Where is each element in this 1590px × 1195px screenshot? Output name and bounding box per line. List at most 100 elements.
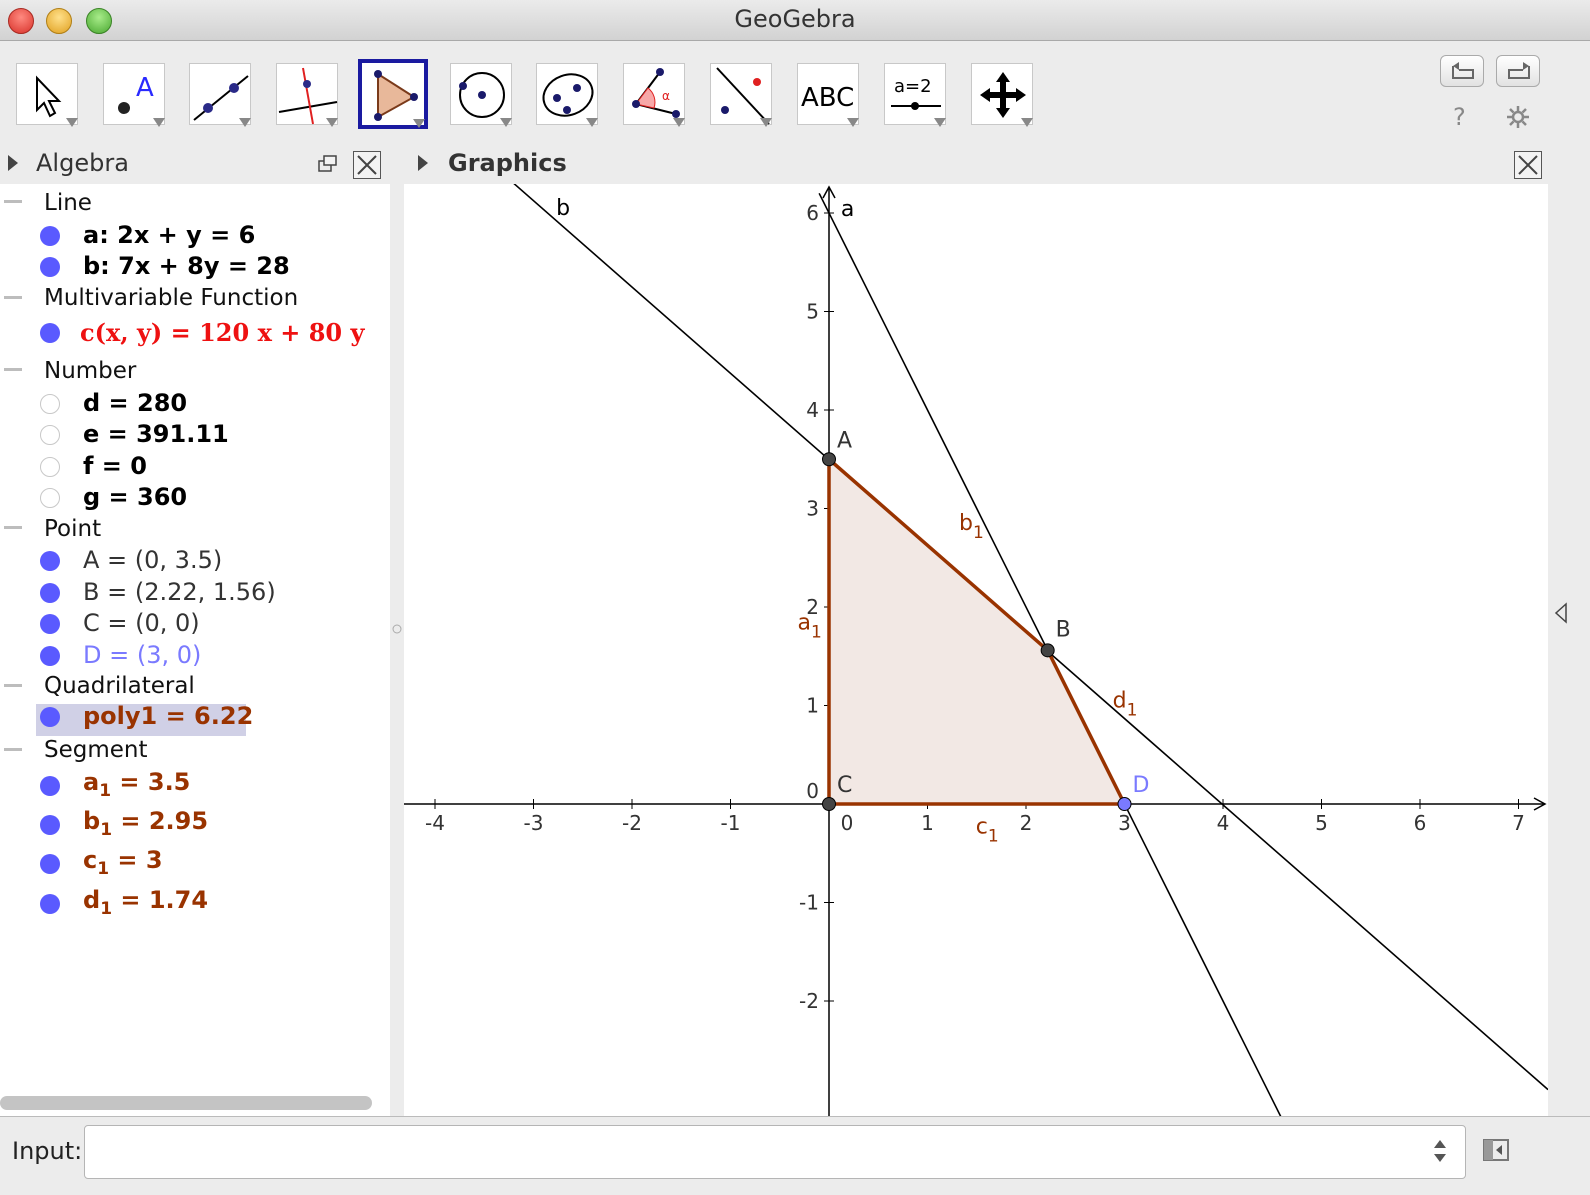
graphics-panel-toggle-icon[interactable] [418,155,428,171]
algebra-item-point-b[interactable]: B = (2.22, 1.56) [0,578,390,608]
visibility-toggle-icon[interactable] [40,815,60,835]
angle-tool-button[interactable]: α [623,63,685,127]
collapse-icon[interactable] [4,368,22,371]
algebra-item-point-c[interactable]: C = (0, 0) [0,609,390,639]
move-graphics-tool-button[interactable] [971,63,1033,127]
collapse-icon[interactable] [4,296,22,299]
visibility-toggle-icon[interactable] [40,488,60,508]
algebra-item-number-d[interactable]: d = 280 [0,389,390,419]
conic-tool-button[interactable] [536,63,598,127]
visibility-toggle-icon[interactable] [40,257,60,277]
algebra-item-text: d1 = 1.74 [83,886,209,919]
visibility-toggle-icon[interactable] [40,583,60,603]
reflect-tool-button[interactable] [710,63,772,127]
algebra-item-point-a[interactable]: A = (0, 3.5) [0,546,390,576]
y-tick-label: 1 [806,694,819,718]
y-axis-arrow-icon [822,185,836,199]
visibility-toggle-icon[interactable] [40,707,60,727]
visibility-toggle-icon[interactable] [40,854,60,874]
window-title: GeoGebra [734,5,856,33]
algebra-item-segment-a1[interactable]: a1 = 3.5 [0,768,390,804]
point-tool-button[interactable]: A [103,63,165,127]
point-D[interactable] [1117,797,1132,811]
close-window-button[interactable] [8,8,34,34]
graphics-view[interactable]: -4 -3 -2 -1 0 1 2 3 4 5 6 7 -2 -1 0 1 2 3 4 5 6 a b a1 b1 c… [404,184,1548,1116]
svg-text:ABC: ABC [801,83,854,113]
x-tick-label: 4 [1217,811,1230,835]
visibility-toggle-icon[interactable] [40,894,60,914]
line-through-points-icon [193,75,249,121]
perpendicular-line-tool-button[interactable] [276,63,338,127]
redo-button[interactable] [1496,55,1540,87]
tool-menu-arrow-icon [500,118,512,127]
settings-gear-icon[interactable] [1506,105,1530,135]
text-tool-button[interactable]: ABC [797,63,859,127]
algebra-item-segment-b1[interactable]: b1 = 2.95 [0,807,390,843]
visibility-toggle-icon[interactable] [40,394,60,414]
tool-menu-arrow-icon [847,118,859,127]
minimize-window-button[interactable] [46,8,72,34]
title-bar: GeoGebra [0,0,1590,41]
panel-divider[interactable] [390,143,404,1116]
line-tool-button[interactable] [189,63,251,127]
tool-menu-arrow-icon [153,118,165,127]
point-B[interactable] [1040,643,1055,658]
algebra-item-text: A = (0, 3.5) [83,546,223,574]
undo-icon [1452,62,1474,79]
visibility-toggle-icon[interactable] [40,226,60,246]
algebra-item-segment-d1[interactable]: d1 = 1.74 [0,886,390,922]
category-multivariable-function: Multivariable Function [44,285,299,311]
graphics-canvas[interactable]: -4 -3 -2 -1 0 1 2 3 4 5 6 7 -2 -1 0 1 2 3 4 5 6 a b a1 b1 c… [404,184,1548,1116]
algebra-item-segment-c1[interactable]: c1 = 3 [0,846,390,882]
visibility-toggle-icon[interactable] [40,614,60,634]
line-a-label: a [841,197,854,222]
command-input[interactable] [84,1125,1466,1179]
slider-tool-button[interactable]: a=2 [884,63,946,127]
x-tick-label: 7 [1512,811,1525,835]
algebra-item-line-a[interactable]: a: 2x + y = 6 [0,221,390,251]
polygon-tool-button[interactable] [358,59,428,129]
graphics-close-button[interactable] [1514,151,1542,179]
visibility-toggle-icon[interactable] [40,551,60,571]
algebra-item-poly1[interactable]: poly1 = 6.22 [0,702,390,738]
visibility-toggle-icon[interactable] [40,776,60,796]
visibility-toggle-icon[interactable] [40,425,60,445]
collapse-icon[interactable] [4,526,22,529]
algebra-item-point-d[interactable]: D = (3, 0) [0,641,390,671]
tool-menu-arrow-icon [239,118,251,127]
algebra-item-line-b[interactable]: b: 7x + 8y = 28 [0,252,390,282]
angle-icon: α [632,68,680,118]
divider-handle-icon[interactable] [391,623,403,635]
polygon-poly1[interactable] [827,455,1128,806]
algebra-close-button[interactable] [353,151,381,179]
segment-d1-label: d1 [1113,688,1138,720]
algebra-item-number-g[interactable]: g = 360 [0,483,390,513]
algebra-item-number-e[interactable]: e = 391.11 [0,420,390,450]
zoom-window-button[interactable] [86,8,112,34]
circle-tool-button[interactable] [450,63,512,127]
algebra-item-function-c[interactable]: c(x, y) = 120 x + 80 y [0,318,390,348]
collapse-icon[interactable] [4,748,22,751]
algebra-panel-title: Algebra [36,149,129,177]
visibility-toggle-icon[interactable] [40,323,60,343]
algebra-panel-toggle-icon[interactable] [8,155,18,171]
horizontal-scrollbar[interactable] [0,1096,372,1110]
history-up-down-icon[interactable] [1432,1137,1448,1165]
move-tool-button[interactable] [16,63,78,127]
visibility-toggle-icon[interactable] [40,457,60,477]
collapse-icon[interactable] [4,684,22,687]
collapse-icon[interactable] [4,200,22,203]
undo-button[interactable] [1440,55,1484,87]
toolbar: A α ABC a=2 [0,41,1590,143]
undock-icon[interactable] [318,155,338,173]
point-A[interactable] [822,452,836,467]
algebra-item-number-f[interactable]: f = 0 [0,452,390,482]
expand-panel-arrow-icon[interactable] [1554,602,1568,624]
category-number: Number [44,358,137,384]
input-help-panel-icon[interactable] [1482,1137,1512,1163]
text-icon: ABC [801,83,854,113]
visibility-toggle-icon[interactable] [40,646,60,666]
point-C[interactable] [822,797,836,811]
category-point: Point [44,516,102,542]
help-icon[interactable]: ? [1453,103,1466,131]
